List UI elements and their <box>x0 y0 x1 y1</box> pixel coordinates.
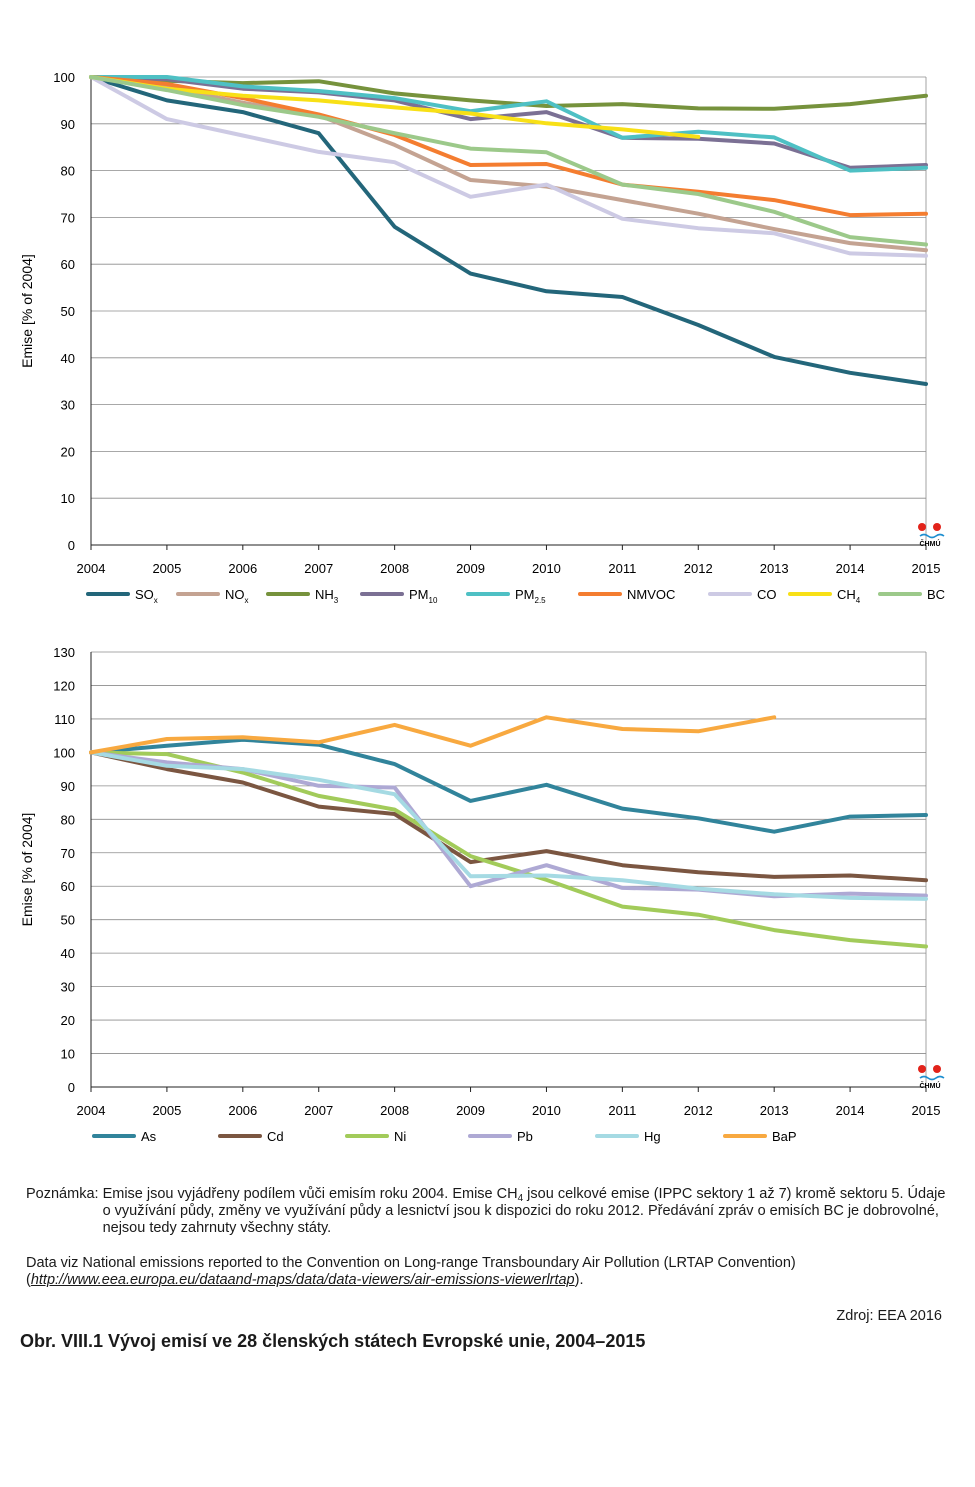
chart1-series-co <box>89 75 928 258</box>
chart2-series-as <box>89 737 928 834</box>
chart1-xtick-label: 2011 <box>608 561 636 576</box>
chart1-y-axis-label: Emise [% of 2004] <box>19 254 35 368</box>
emissions-chart-pollutants: 0 10 20 30 40 50 60 70 80 90 100 2004 2005 2006 2007 20… <box>19 70 945 605</box>
chart1-legend-label-pm10: PM10 <box>409 587 438 605</box>
chart1-ytick-label: 0 <box>68 538 75 553</box>
chart2-legend-label-ni: Ni <box>394 1129 406 1144</box>
figure-caption: Obr. VIII.1 Vývoj emisí ve 28 členských … <box>20 1331 646 1351</box>
chart2-xtick-label: 2015 <box>912 1103 941 1118</box>
chart2-ytick-label: 110 <box>54 712 75 727</box>
chart1-xtick-label: 2009 <box>456 561 485 576</box>
chart2-xtick-label: 2004 <box>77 1103 106 1118</box>
chart2-ytick-label: 80 <box>61 812 75 827</box>
chart2-ytick-label: 10 <box>61 1047 75 1062</box>
chart2-legend-label-pb: Pb <box>517 1129 533 1144</box>
chart2-xtick-label: 2008 <box>380 1103 409 1118</box>
chart2-series-bap <box>89 715 777 755</box>
chart1-legend-label-nox: NOx <box>225 587 249 605</box>
chart1-series-pm25 <box>89 75 928 173</box>
chart2-xtick-label: 2011 <box>608 1103 636 1118</box>
chart2-xtick-label: 2013 <box>760 1103 789 1118</box>
source-credit: Zdroj: EEA 2016 <box>836 1308 942 1324</box>
data-source-note: Data viz National emissions reported to … <box>26 1255 956 1289</box>
chart1-xtick-label: 2013 <box>760 561 789 576</box>
chart2-legend-label-hg: Hg <box>644 1129 661 1144</box>
chart2-series-hg <box>89 750 928 901</box>
chart1-ytick-label: 20 <box>61 444 75 459</box>
chart2-y-axis-label: Emise [% of 2004] <box>19 813 35 927</box>
chart1-logo-text: ČHMÚ <box>920 539 941 548</box>
chart1-xtick-label: 2012 <box>684 561 713 576</box>
chart1-xtick-label: 2004 <box>77 561 106 576</box>
chart2-ytick-label: 40 <box>61 946 75 961</box>
chart2-logo-dot-left <box>918 1065 926 1073</box>
chart1-legend-label-co: CO <box>757 587 777 602</box>
chart1-ytick-label: 40 <box>61 351 75 366</box>
chart2-xtick-label: 2007 <box>304 1103 333 1118</box>
chart1-series-nox <box>89 75 928 253</box>
chart2-xtick-label: 2010 <box>532 1103 561 1118</box>
chart2-series-cd <box>89 750 928 883</box>
chart2-ytick-label: 90 <box>61 779 75 794</box>
chart1-xtick-label: 2006 <box>228 561 257 576</box>
chart2-logo-wave <box>919 1075 945 1081</box>
chart1-ytick-label: 10 <box>61 491 75 506</box>
chart1-series-bc <box>89 75 928 247</box>
note-label: Poznámka: <box>26 1186 103 1202</box>
chart2-xtick-label: 2005 <box>152 1103 181 1118</box>
chart1-xtick-label: 2007 <box>304 561 333 576</box>
chart2-ytick-label: 50 <box>61 913 75 928</box>
chart2-logo-dot-right <box>933 1065 941 1073</box>
chart2-ytick-label: 30 <box>61 980 75 995</box>
chart1-ytick-label: 30 <box>61 398 75 413</box>
chart2-legend-label-as: As <box>141 1129 157 1144</box>
chart1-xtick-label: 2015 <box>912 561 941 576</box>
chart1-series-ch4 <box>89 75 701 139</box>
chart2-xtick-label: 2006 <box>228 1103 257 1118</box>
chart2-ytick-label: 20 <box>61 1013 75 1028</box>
chart2-xtick-label: 2012 <box>684 1103 713 1118</box>
chart1-ytick-label: 80 <box>61 164 75 179</box>
chart1-legend-label-nmvoc: NMVOC <box>627 587 675 602</box>
chart2-ytick-label: 70 <box>61 846 75 861</box>
chart1-legend-label-bc: BC <box>927 587 945 602</box>
chart-note: Poznámka: Emise jsou vyjádřeny podílem v… <box>26 1186 956 1237</box>
chart1-xtick-label: 2008 <box>380 561 409 576</box>
chart2-ytick-label: 60 <box>61 879 75 894</box>
chart1-series-pm10 <box>89 75 928 170</box>
data-source-link[interactable]: http://www.eea.europa.eu/dataand-maps/da… <box>30 1272 575 1288</box>
chart1-series-nh3 <box>89 75 928 111</box>
chart1-logo-dot-right <box>933 523 941 531</box>
chart1-xtick-label: 2014 <box>836 561 865 576</box>
chart1-series-sox <box>89 75 928 386</box>
chart1-legend-label-nh3: NH3 <box>315 587 339 605</box>
chart2-ytick-label: 130 <box>53 645 75 660</box>
chart2-xtick-label: 2014 <box>836 1103 865 1118</box>
chart2-legend-label-cd: Cd <box>267 1129 284 1144</box>
chart1-legend-label-pm25: PM2.5 <box>515 587 546 605</box>
chart1-ytick-label: 90 <box>61 117 75 132</box>
chart1-legend-label-ch4: CH4 <box>837 587 861 605</box>
chart1-ytick-label: 60 <box>61 257 75 272</box>
chart1-ytick-label: 100 <box>53 70 75 85</box>
chart1-logo-wave <box>919 533 945 539</box>
chart1-xtick-label: 2005 <box>152 561 181 576</box>
chart1-legend-label-sox: SOx <box>135 587 158 605</box>
chart2-ytick-label: 0 <box>68 1080 75 1095</box>
chart2-ytick-label: 120 <box>53 678 75 693</box>
chart2-xtick-label: 2009 <box>456 1103 485 1118</box>
chart2-legend-label-bap: BaP <box>772 1129 797 1144</box>
chart2-ytick-label: 100 <box>53 745 75 760</box>
chart1-ytick-label: 50 <box>61 304 75 319</box>
chart1-ytick-label: 70 <box>61 210 75 225</box>
chart1-logo-dot-left <box>918 523 926 531</box>
chart2-series-ni <box>89 750 928 949</box>
chart1-xtick-label: 2010 <box>532 561 561 576</box>
note-text: Emise jsou vyjádřeny podílem vůči emisím… <box>102 1186 946 1236</box>
emissions-chart-heavy-metals: 0 10 20 30 40 50 60 70 80 90 100 110 120 130 2004 2005 2… <box>19 645 945 1144</box>
chart2-logo-text: ČHMÚ <box>920 1081 941 1090</box>
data-source-text: Data viz National emissions reported to … <box>26 1255 796 1271</box>
